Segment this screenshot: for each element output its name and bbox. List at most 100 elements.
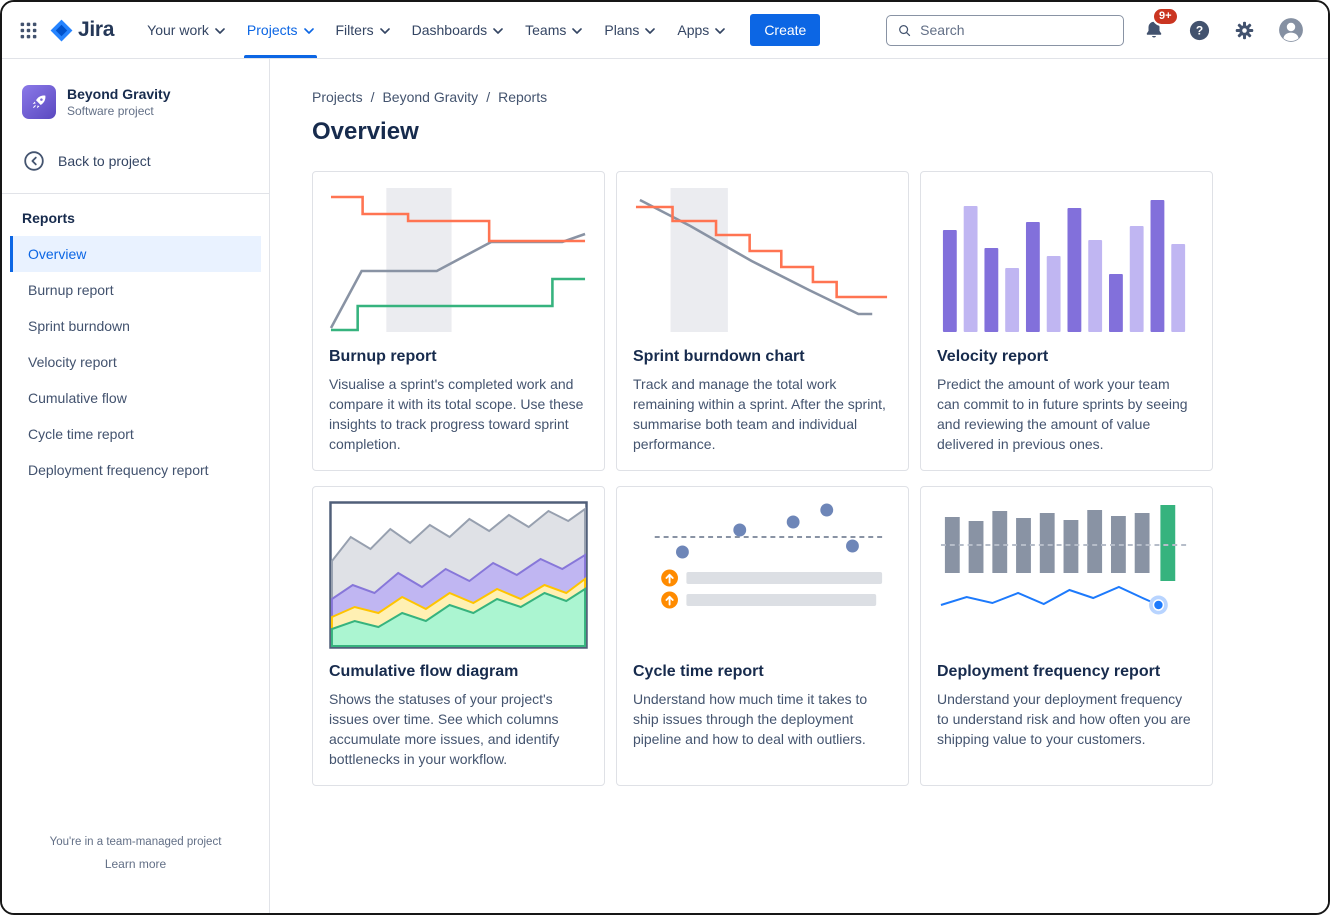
chevron-down-icon	[715, 28, 726, 34]
svg-text:?: ?	[1196, 23, 1203, 37]
sidebar-item-label: Sprint burndown	[28, 318, 130, 334]
sidebar-item-overview[interactable]: Overview	[10, 236, 261, 272]
card-cumulative-flow-diagram[interactable]: Cumulative flow diagram Shows the status…	[312, 486, 605, 786]
card-description: Understand your deployment frequency to …	[937, 691, 1191, 747]
settings-button[interactable]	[1230, 16, 1259, 45]
chevron-down-icon	[379, 28, 390, 34]
nav-teams[interactable]: Teams	[514, 2, 593, 58]
card-description: Track and manage the total work remainin…	[633, 376, 886, 452]
breadcrumb: Projects / Beyond Gravity / Reports	[312, 89, 1288, 105]
jira-home-logo[interactable]: Jira	[49, 18, 114, 43]
burndown-chart-thumbnail	[633, 186, 892, 334]
sidebar-divider	[2, 193, 269, 194]
card-description: Predict the amount of work your team can…	[937, 376, 1188, 452]
top-navigation: Jira Your work Projects Filters Dashboar…	[2, 2, 1328, 59]
cumulative-flow-chart-thumbnail	[329, 501, 588, 649]
nav-label: Projects	[246, 22, 298, 38]
create-button[interactable]: Create	[750, 14, 821, 46]
sidebar-item-deployment-frequency-report[interactable]: Deployment frequency report	[10, 452, 261, 488]
page-title: Overview	[312, 118, 419, 145]
sidebar-item-cumulative-flow[interactable]: Cumulative flow	[10, 380, 261, 416]
chevron-down-icon	[572, 28, 583, 34]
chevron-down-icon	[303, 28, 314, 34]
profile-button[interactable]	[1274, 13, 1308, 47]
breadcrumb-separator: /	[486, 89, 491, 105]
notification-badge: 9+	[1152, 7, 1179, 26]
project-type: Software project	[67, 104, 154, 118]
jira-logo-text: Jira	[78, 18, 115, 41]
main-content: Projects / Beyond Gravity / Reports Over…	[270, 59, 1328, 913]
card-title: Burnup report	[329, 348, 437, 365]
nav-label: Dashboards	[411, 22, 488, 38]
breadcrumb-project-name[interactable]: Beyond Gravity	[382, 89, 479, 105]
topnav-actions: 9+ ?	[886, 7, 1308, 47]
sidebar-item-cycle-time-report[interactable]: Cycle time report	[10, 416, 261, 452]
card-title: Cycle time report	[633, 663, 764, 680]
project-sidebar: Beyond Gravity Software project Back to …	[2, 59, 270, 913]
reports-nav-list: Overview Burnup report Sprint burndown V…	[2, 236, 269, 488]
breadcrumb-projects[interactable]: Projects	[312, 89, 363, 105]
chevron-down-icon	[215, 28, 225, 34]
sidebar-item-label: Cycle time report	[28, 426, 134, 442]
project-name: Beyond Gravity	[67, 86, 171, 102]
help-button[interactable]: ?	[1184, 15, 1215, 46]
sidebar-item-velocity-report[interactable]: Velocity report	[10, 344, 261, 380]
app-switcher-grid-icon	[20, 22, 37, 38]
nav-your-work[interactable]: Your work	[136, 2, 236, 58]
cycle-time-chart-thumbnail	[633, 501, 892, 649]
nav-dashboards[interactable]: Dashboards	[401, 2, 515, 58]
sidebar-item-label: Overview	[28, 246, 87, 262]
card-title: Sprint burndown chart	[633, 348, 805, 365]
card-velocity-report[interactable]: Velocity report Predict the amount of wo…	[920, 171, 1213, 471]
card-description: Shows the statuses of your project's iss…	[329, 691, 560, 767]
nav-apps[interactable]: Apps	[666, 2, 736, 58]
rocket-icon	[32, 95, 46, 109]
nav-label: Apps	[677, 22, 710, 38]
card-title: Velocity report	[937, 348, 1049, 365]
app-switcher-button[interactable]	[14, 16, 43, 45]
breadcrumb-separator: /	[370, 89, 375, 105]
sidebar-item-sprint-burndown[interactable]: Sprint burndown	[10, 308, 261, 344]
notifications-button[interactable]: 9+	[1139, 7, 1179, 45]
card-sprint-burndown-chart[interactable]: Sprint burndown chart Track and manage t…	[616, 171, 909, 471]
nav-label: Filters	[335, 22, 374, 38]
breadcrumb-reports[interactable]: Reports	[498, 89, 548, 105]
velocity-chart-thumbnail	[937, 186, 1196, 334]
back-to-project-link[interactable]: Back to project	[2, 149, 269, 173]
chevron-down-icon	[493, 28, 503, 34]
project-avatar	[22, 85, 56, 119]
search-box[interactable]	[886, 14, 1124, 46]
nav-filters[interactable]: Filters	[325, 2, 401, 58]
nav-projects[interactable]: Projects	[236, 2, 325, 58]
sidebar-item-label: Velocity report	[28, 354, 117, 370]
burnup-chart-thumbnail	[329, 186, 588, 334]
search-input[interactable]	[920, 22, 1113, 38]
card-description: Visualise a sprint's completed work and …	[329, 376, 584, 452]
sidebar-item-label: Deployment frequency report	[28, 462, 209, 478]
team-managed-note: You're in a team-managed project	[49, 836, 222, 848]
learn-more-link[interactable]: Learn more	[104, 857, 167, 871]
back-arrow-icon	[24, 151, 44, 171]
card-cycle-time-report[interactable]: Cycle time report Understand how much ti…	[616, 486, 909, 786]
help-icon: ?	[1189, 20, 1210, 40]
project-info: Beyond Gravity Software project	[67, 86, 170, 118]
nav-label: Plans	[604, 22, 640, 38]
sidebar-footer: You're in a team-managed project Learn m…	[2, 836, 269, 873]
sidebar-item-burnup-report[interactable]: Burnup report	[10, 272, 261, 308]
report-card-grid: Burnup report Visualise a sprint's compl…	[312, 171, 1288, 786]
nav-label: Your work	[147, 22, 209, 38]
settings-gear-icon	[1235, 21, 1254, 39]
user-avatar-icon	[1279, 18, 1303, 42]
card-burnup-report[interactable]: Burnup report Visualise a sprint's compl…	[312, 171, 605, 471]
nav-plans[interactable]: Plans	[593, 2, 666, 58]
card-title: Deployment frequency report	[937, 663, 1161, 680]
search-icon	[899, 24, 911, 36]
back-to-project-label: Back to project	[58, 153, 151, 169]
card-description: Understand how much time it takes to shi…	[633, 691, 868, 747]
nav-label: Teams	[525, 22, 567, 38]
bell-icon	[1146, 21, 1162, 38]
jira-logo-icon	[50, 19, 73, 41]
card-deployment-frequency-report[interactable]: Deployment frequency report Understand y…	[920, 486, 1213, 786]
deployment-frequency-chart-thumbnail	[937, 501, 1196, 649]
